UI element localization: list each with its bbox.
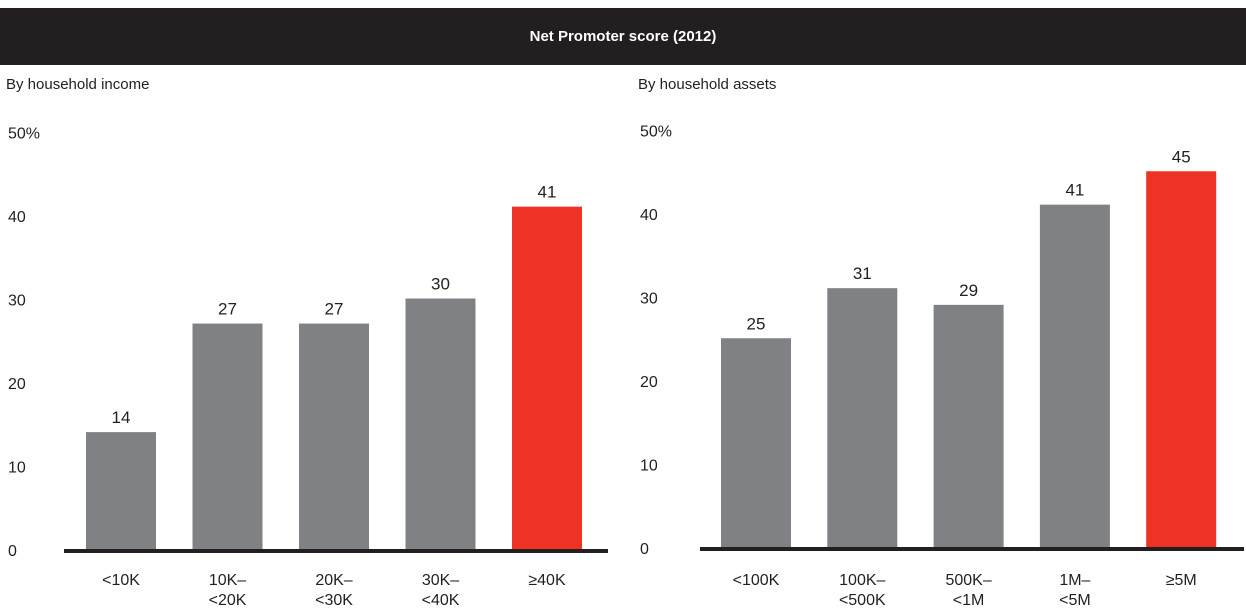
assets-ytick-label: 20 [640, 374, 658, 391]
income-category-label: 30K– [422, 572, 459, 589]
income-ytick-label: 30 [8, 293, 26, 310]
assets-value-label: 41 [1065, 181, 1084, 200]
assets-bar [1146, 171, 1217, 547]
assets-ytick-label: 30 [640, 291, 658, 308]
income-category-label: 10K– [209, 572, 246, 589]
assets-category-label: <500K [839, 592, 886, 609]
income-value-label: 27 [218, 300, 237, 319]
income-category-label: ≥40K [528, 572, 566, 589]
income-ytick-label: 50% [8, 126, 40, 143]
income-category-label: <20K [209, 592, 247, 609]
assets-value-label: 45 [1172, 147, 1191, 166]
income-ytick-label: 0 [8, 543, 17, 560]
income-bar [299, 323, 369, 549]
assets-value-label: 29 [959, 281, 978, 300]
assets-category-label: 100K– [839, 572, 885, 589]
assets-category-label: <100K [733, 572, 780, 589]
assets-ytick-label: 10 [640, 458, 658, 475]
income-value-label: 27 [325, 300, 344, 319]
assets-category-label: 1M– [1059, 572, 1090, 589]
assets-value-label: 31 [853, 264, 872, 283]
income-ytick-label: 20 [8, 376, 26, 393]
right-chart-subtitle: By household assets [638, 76, 777, 93]
assets-ytick-label: 0 [640, 541, 649, 558]
income-ytick-label: 40 [8, 209, 26, 226]
assets-bar [1039, 204, 1110, 547]
income-value-label: 30 [431, 275, 450, 294]
assets-value-label: 25 [747, 314, 766, 333]
assets-bar [933, 304, 1004, 547]
income-category-label: 20K– [315, 572, 352, 589]
income-bar [86, 432, 156, 549]
income-bar [192, 323, 263, 549]
assets-bar [721, 338, 791, 547]
assets-ytick-label: 50% [640, 124, 672, 141]
income-ytick-label: 10 [8, 460, 26, 477]
chart-title: Net Promoter score (2012) [0, 8, 1246, 65]
income-category-label: <30K [315, 592, 353, 609]
income-x-axis [64, 549, 608, 553]
assets-ytick-label: 40 [640, 207, 658, 224]
assets-category-label: ≥5M [1166, 572, 1197, 589]
income-category-label: <40K [422, 592, 460, 609]
income-bar [512, 206, 582, 549]
assets-category-label: <1M [953, 592, 985, 609]
assets-category-label: 500K– [945, 572, 991, 589]
income-bar [405, 298, 476, 549]
assets-bar [827, 288, 898, 547]
assets-category-label: <5M [1059, 592, 1091, 609]
income-value-label: 14 [112, 408, 131, 427]
income-category-label: <10K [102, 572, 140, 589]
left-chart-subtitle: By household income [6, 76, 150, 93]
assets-x-axis [700, 547, 1244, 551]
income-value-label: 41 [538, 183, 557, 202]
